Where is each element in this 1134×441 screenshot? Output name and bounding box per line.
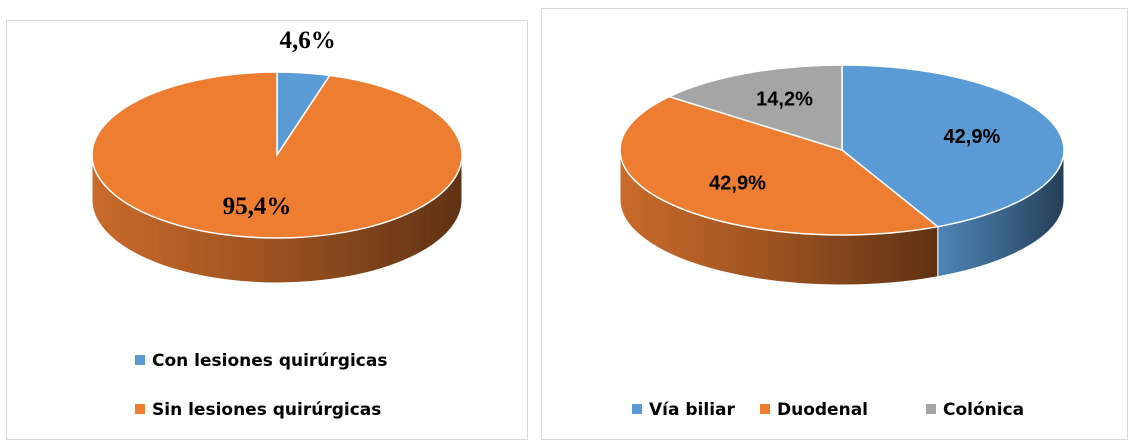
legend-swatch — [135, 355, 145, 365]
pie-slice — [667, 64, 843, 152]
pie-slice — [91, 71, 463, 239]
legend-swatch — [926, 404, 936, 414]
legend-swatch — [135, 404, 145, 414]
data-label: 4,6% — [280, 27, 336, 54]
legend-swatch — [760, 404, 770, 414]
data-label: 42,9% — [709, 173, 766, 195]
legend-swatch — [632, 404, 642, 414]
pie-slice — [619, 95, 940, 236]
legend-label: Colónica — [943, 400, 1024, 420]
pie-slice — [841, 64, 1065, 228]
data-label: 14,2% — [756, 88, 813, 110]
legend-label: Sin lesiones quirúrgicas — [152, 400, 381, 420]
legend-label: Vía biliar — [649, 400, 735, 420]
legend-label: Con lesiones quirúrgicas — [152, 351, 387, 371]
data-label: 42,9% — [944, 126, 1001, 148]
data-label: 95,4% — [223, 193, 292, 220]
legend-label: Duodenal — [777, 400, 868, 420]
